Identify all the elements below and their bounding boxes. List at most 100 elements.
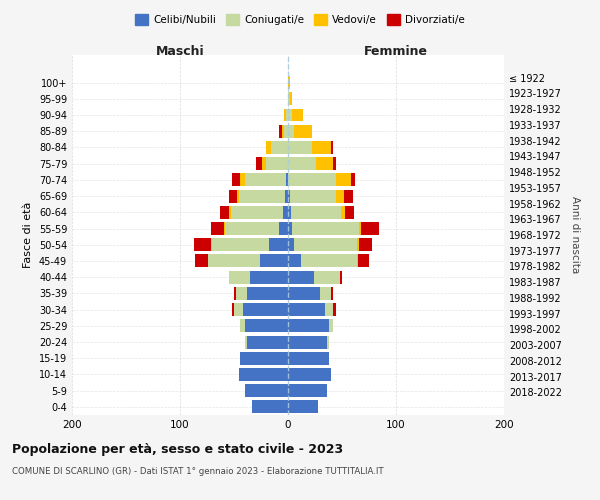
Bar	[239, 368, 288, 381]
Bar	[288, 400, 318, 413]
Bar	[334, 303, 335, 316]
Bar	[271, 141, 288, 154]
Bar	[340, 270, 342, 283]
Bar	[280, 124, 281, 138]
Bar	[250, 270, 288, 283]
Bar	[288, 76, 290, 89]
Bar	[331, 141, 334, 154]
Bar	[220, 206, 229, 219]
Bar	[335, 190, 344, 202]
Bar	[256, 157, 262, 170]
Bar	[288, 174, 335, 186]
Bar	[358, 254, 369, 268]
Bar	[284, 124, 288, 138]
Bar	[232, 303, 234, 316]
Bar	[288, 238, 295, 251]
Bar	[247, 336, 288, 348]
Text: Femmine: Femmine	[364, 45, 428, 58]
Bar	[288, 92, 290, 106]
Bar	[290, 92, 292, 106]
Bar	[236, 287, 247, 300]
Bar	[288, 287, 320, 300]
Bar	[327, 336, 329, 348]
Bar	[359, 238, 372, 251]
Y-axis label: Fasce di età: Fasce di età	[23, 202, 33, 268]
Bar	[247, 287, 288, 300]
Bar	[301, 254, 357, 268]
Text: Maschi: Maschi	[155, 45, 205, 58]
Bar	[286, 108, 288, 122]
Bar	[231, 206, 283, 219]
Bar	[211, 238, 212, 251]
Bar	[241, 352, 288, 364]
Bar	[253, 400, 288, 413]
Bar	[288, 124, 295, 138]
Bar	[285, 190, 288, 202]
Bar	[357, 254, 358, 268]
Bar	[288, 384, 327, 397]
Bar	[245, 384, 288, 397]
Bar	[234, 287, 236, 300]
Bar	[350, 174, 355, 186]
Bar	[262, 157, 266, 170]
Bar	[288, 222, 292, 235]
Bar	[295, 238, 357, 251]
Bar	[245, 174, 286, 186]
Bar	[266, 141, 271, 154]
Bar	[245, 336, 247, 348]
Bar	[194, 238, 211, 251]
Bar	[288, 336, 327, 348]
Bar	[341, 206, 345, 219]
Bar	[361, 222, 379, 235]
Bar	[269, 238, 288, 251]
Bar	[232, 174, 241, 186]
Bar	[239, 190, 285, 202]
Bar	[329, 320, 334, 332]
Bar	[211, 222, 224, 235]
Bar	[290, 190, 335, 202]
Bar	[288, 141, 312, 154]
Bar	[283, 206, 288, 219]
Bar	[288, 303, 325, 316]
Bar	[288, 368, 331, 381]
Bar	[280, 222, 288, 235]
Bar	[241, 174, 245, 186]
Bar	[320, 287, 331, 300]
Bar	[229, 190, 237, 202]
Bar	[359, 222, 361, 235]
Bar	[288, 254, 301, 268]
Bar	[331, 287, 334, 300]
Bar	[212, 238, 269, 251]
Bar	[325, 303, 334, 316]
Bar	[292, 108, 303, 122]
Bar	[314, 270, 340, 283]
Y-axis label: Anni di nascita: Anni di nascita	[570, 196, 580, 274]
Legend: Celibi/Nubili, Coniugati/e, Vedovi/e, Divorziati/e: Celibi/Nubili, Coniugati/e, Vedovi/e, Di…	[131, 10, 469, 29]
Bar	[266, 157, 288, 170]
Bar	[224, 222, 226, 235]
Bar	[288, 352, 329, 364]
Bar	[229, 206, 231, 219]
Bar	[195, 254, 208, 268]
Bar	[292, 222, 359, 235]
Bar	[229, 270, 250, 283]
Bar	[242, 303, 288, 316]
Bar	[288, 190, 290, 202]
Bar	[208, 254, 260, 268]
Bar	[334, 157, 335, 170]
Bar	[234, 303, 242, 316]
Bar	[316, 157, 334, 170]
Text: COMUNE DI SCARLINO (GR) - Dati ISTAT 1° gennaio 2023 - Elaborazione TUTTITALIA.I: COMUNE DI SCARLINO (GR) - Dati ISTAT 1° …	[12, 468, 383, 476]
Bar	[291, 206, 341, 219]
Bar	[335, 174, 350, 186]
Bar	[241, 320, 245, 332]
Bar	[345, 206, 354, 219]
Bar	[281, 124, 284, 138]
Bar	[245, 320, 288, 332]
Bar	[260, 254, 288, 268]
Bar	[284, 108, 286, 122]
Bar	[288, 270, 314, 283]
Bar	[226, 222, 280, 235]
Bar	[286, 174, 288, 186]
Text: Popolazione per età, sesso e stato civile - 2023: Popolazione per età, sesso e stato civil…	[12, 442, 343, 456]
